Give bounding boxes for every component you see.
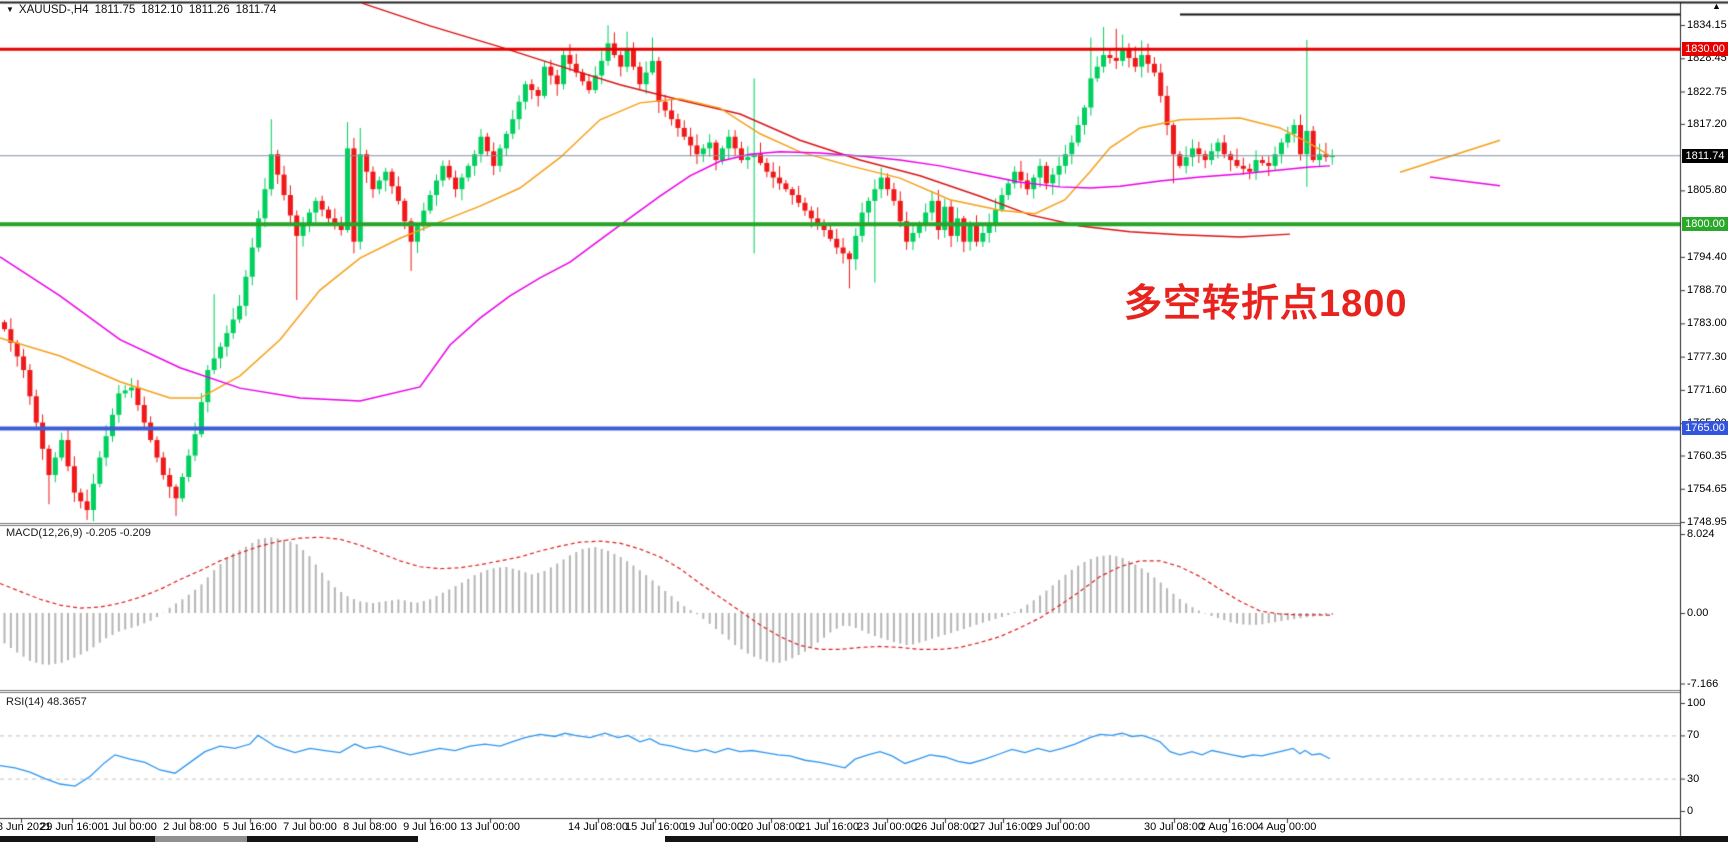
time-tick-label: 19 Jul 00:00 — [683, 821, 743, 833]
price-tick-label: 1822.75 — [1687, 85, 1727, 98]
rsi-tick-label: 100 — [1687, 697, 1706, 709]
symbol-label: XAUUSD-,H4 — [18, 4, 89, 16]
price-tick-label: 1771.60 — [1687, 383, 1727, 396]
scroll-up-icon[interactable]: ▲ — [1712, 1, 1721, 11]
price-tick-label: 1805.80 — [1687, 184, 1727, 197]
price-tick-label: 1834.15 — [1687, 19, 1727, 31]
ohlc-open: 1811.75 — [94, 4, 136, 16]
price-tick-label: 1748.95 — [1687, 516, 1727, 528]
price-tick-label: 1754.65 — [1687, 482, 1727, 495]
time-tick-label: 15 Jul 16:00 — [625, 821, 685, 833]
price-tick-label: 1817.20 — [1687, 117, 1727, 130]
macd-label: MACD(12,26,9) -0.205 -0.209 — [6, 527, 151, 539]
ohlc-low: 1811.26 — [188, 4, 230, 16]
time-tick-label: 26 Jul 08:00 — [915, 821, 975, 833]
collapse-triangle-icon[interactable]: ▼ — [6, 5, 14, 14]
ohlc-close: 1811.74 — [235, 4, 277, 16]
macd-tick-label: 8.024 — [1687, 528, 1715, 541]
taskbar-strip-segment — [155, 836, 247, 842]
taskbar-strip-segment — [0, 836, 155, 842]
rsi-label: RSI(14) 48.3657 — [6, 696, 87, 708]
rsi-tick-label: 30 — [1687, 772, 1700, 785]
time-tick-label: 29 Jun 16:00 — [40, 821, 104, 833]
price-tick-label: 1777.30 — [1687, 350, 1727, 363]
time-tick-label: 8 Jul 08:00 — [343, 821, 397, 833]
rsi-tick-label: 0 — [1687, 805, 1694, 817]
time-tick-label: 27 Jul 16:00 — [973, 821, 1033, 833]
ohlc-high: 1812.10 — [141, 4, 183, 16]
taskbar-strip-segment — [247, 836, 418, 842]
time-tick-label: 13 Jul 00:00 — [460, 821, 520, 833]
symbol-ohlc-line: ▼ XAUUSD-,H4 1811.75 1812.10 1811.26 1811.74 — [6, 4, 282, 16]
time-tick-label: 9 Jul 16:00 — [403, 821, 457, 833]
time-tick-label: 4 Aug 00:00 — [1257, 821, 1317, 833]
time-tick-label: 28 Jun 2021 — [0, 821, 52, 833]
price-badge: 1800.00 — [1682, 217, 1728, 232]
rsi-tick-label: 70 — [1687, 729, 1700, 742]
price-tick-label: 1783.00 — [1687, 317, 1727, 330]
price-tick-label: 1794.40 — [1687, 250, 1727, 263]
annotation-text[interactable]: 多空转折点1800 — [1124, 283, 1408, 325]
price-tick-label: 1788.70 — [1687, 284, 1727, 297]
taskbar-strip-segment — [665, 836, 1728, 842]
time-tick-label: 2 Aug 16:00 — [1199, 821, 1259, 833]
price-badge: 1830.00 — [1682, 42, 1728, 57]
price-badge: 1765.00 — [1682, 421, 1728, 436]
time-tick-label: 2 Jul 08:00 — [163, 821, 217, 833]
price-tick-label: 1760.35 — [1687, 449, 1727, 462]
taskbar-strip — [0, 836, 1728, 842]
time-tick-label: 20 Jul 08:00 — [741, 821, 801, 833]
time-tick-label: 23 Jul 00:00 — [857, 821, 917, 833]
time-tick-label: 21 Jul 16:00 — [799, 821, 859, 833]
time-tick-label: 5 Jul 16:00 — [223, 821, 277, 833]
time-tick-label: 14 Jul 08:00 — [568, 821, 628, 833]
time-tick-label: 7 Jul 00:00 — [283, 821, 337, 833]
time-tick-label: 30 Jul 08:00 — [1144, 821, 1204, 833]
time-tick-label: 1 Jul 00:00 — [103, 821, 157, 833]
price-badge: 1811.74 — [1682, 148, 1728, 163]
macd-tick-label: 0.00 — [1687, 607, 1709, 619]
time-tick-label: 29 Jul 00:00 — [1030, 821, 1090, 833]
macd-tick-label: -7.166 — [1687, 677, 1719, 690]
price-scale[interactable]: 1834.15 1828.45 1822.75 1817.20 1805.80 1794.… — [1680, 0, 1728, 836]
